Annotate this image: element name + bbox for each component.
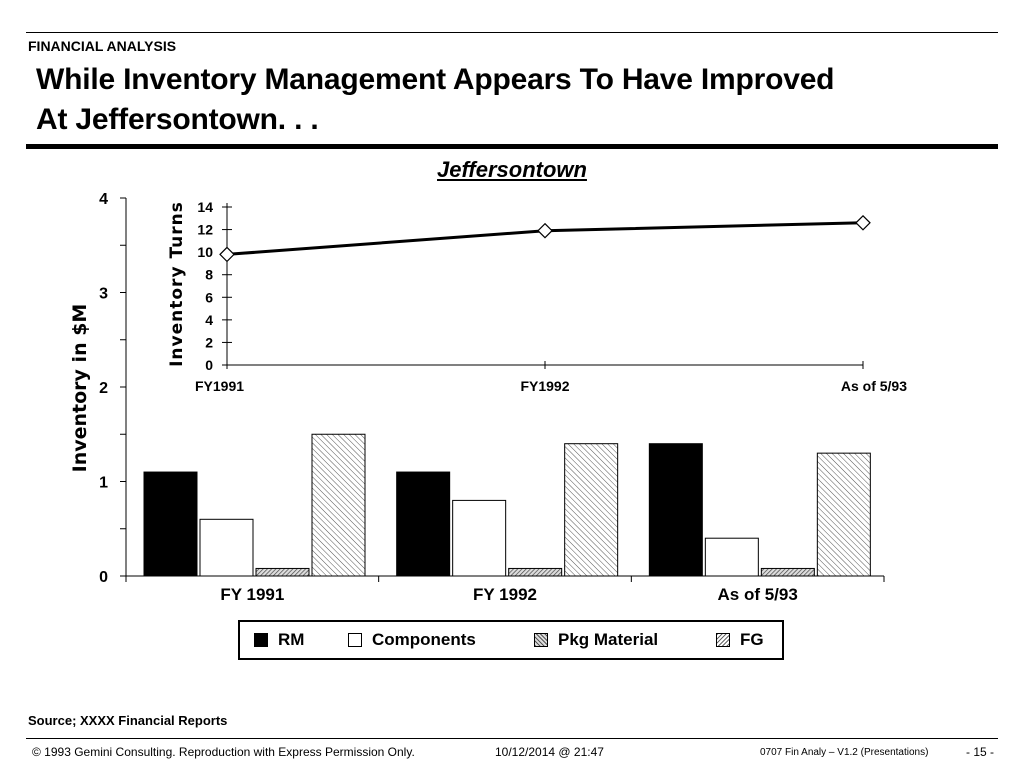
bar-rm — [396, 471, 451, 577]
footer-page-number: - 15 - — [966, 745, 995, 759]
legend-item-fg: FG — [716, 630, 764, 650]
bar-rm — [143, 471, 198, 577]
legend-item-pkg: Pkg Material — [534, 630, 658, 650]
turns-point — [855, 214, 871, 231]
legend-label-rm: RM — [278, 630, 305, 649]
line-y-tick-label: 10 — [197, 244, 213, 260]
line-y-tick-label: 0 — [205, 357, 213, 373]
bar-y-tick-label: 0 — [99, 569, 108, 586]
title-line-2: At Jeffersontown. . . — [36, 103, 319, 136]
legend-swatch-components — [348, 633, 362, 647]
bar-y-axis-title: Inventory in $M — [69, 304, 91, 473]
bar-pkg-material — [760, 567, 815, 577]
legend-label-fg: FG — [740, 630, 764, 649]
turns-line-chart: 0 2 4 6 8 10 12 14 FY1991 FY1992 As of 5/93 Invento… — [167, 199, 907, 394]
line-x-tick-label: As of 5/93 — [841, 378, 907, 394]
bar-components — [704, 537, 759, 577]
bar-y-tick-label: 4 — [99, 191, 108, 208]
bar-components — [199, 518, 254, 577]
bar-x-tick-label: FY 1992 — [473, 585, 537, 604]
bar-pkg-material — [508, 567, 563, 577]
line-y-tick-label: 8 — [205, 267, 213, 283]
slide-title: While Inventory Management Appears To Ha… — [36, 60, 996, 140]
footer-copyright: © 1993 Gemini Consulting. Reproduction w… — [32, 745, 415, 759]
footer-rule — [26, 738, 998, 739]
bar-x-tick-label: As of 5/93 — [718, 585, 798, 604]
line-y-tick-label: 14 — [197, 199, 213, 215]
footer-doc-id: 0707 Fin Analy – V1.2 (Presentations) — [760, 747, 929, 758]
chart-title: Jeffersontown — [437, 157, 587, 182]
legend: RM Components Pkg Material FG — [238, 620, 784, 660]
title-rule — [26, 144, 998, 149]
legend-label-pkg: Pkg Material — [558, 630, 659, 649]
legend-item-rm: RM — [254, 630, 304, 650]
bar-y-tick-label: 3 — [99, 286, 108, 303]
bar-fg — [816, 452, 871, 577]
bar-y-tick-label: 2 — [99, 380, 108, 397]
line-x-tick-label: FY1992 — [520, 378, 569, 394]
turns-point — [537, 222, 553, 239]
legend-swatch-pkg — [534, 633, 548, 647]
bar-fg — [311, 433, 366, 577]
top-rule — [26, 32, 998, 33]
legend-label-components: Components — [372, 630, 476, 649]
line-y-tick-label: 4 — [205, 312, 213, 328]
legend-swatch-rm — [254, 633, 268, 647]
line-x-tick-label: FY1991 — [195, 378, 244, 394]
title-line-1: While Inventory Management Appears To Ha… — [36, 63, 835, 96]
line-y-axis-title: Inventory Turns — [167, 201, 187, 367]
footer-date: 10/12/2014 @ 21:47 — [495, 745, 604, 759]
legend-swatch-fg — [716, 633, 730, 647]
turns-point — [219, 246, 235, 263]
legend-item-components: Components — [348, 630, 476, 650]
line-y-tick-label: 2 — [205, 334, 213, 350]
bar-y-tick-label: 1 — [99, 475, 108, 492]
bar-rm — [648, 443, 703, 577]
source-note: Source; XXXX Financial Reports — [28, 713, 228, 728]
bar-x-tick-label: FY 1991 — [220, 585, 284, 604]
section-label: FINANCIAL ANALYSIS — [28, 38, 177, 54]
bar-pkg-material — [255, 567, 310, 577]
line-y-tick-label: 6 — [205, 289, 213, 305]
line-y-tick-label: 12 — [197, 222, 213, 238]
bar-components — [452, 499, 507, 577]
bar-fg — [564, 443, 619, 577]
